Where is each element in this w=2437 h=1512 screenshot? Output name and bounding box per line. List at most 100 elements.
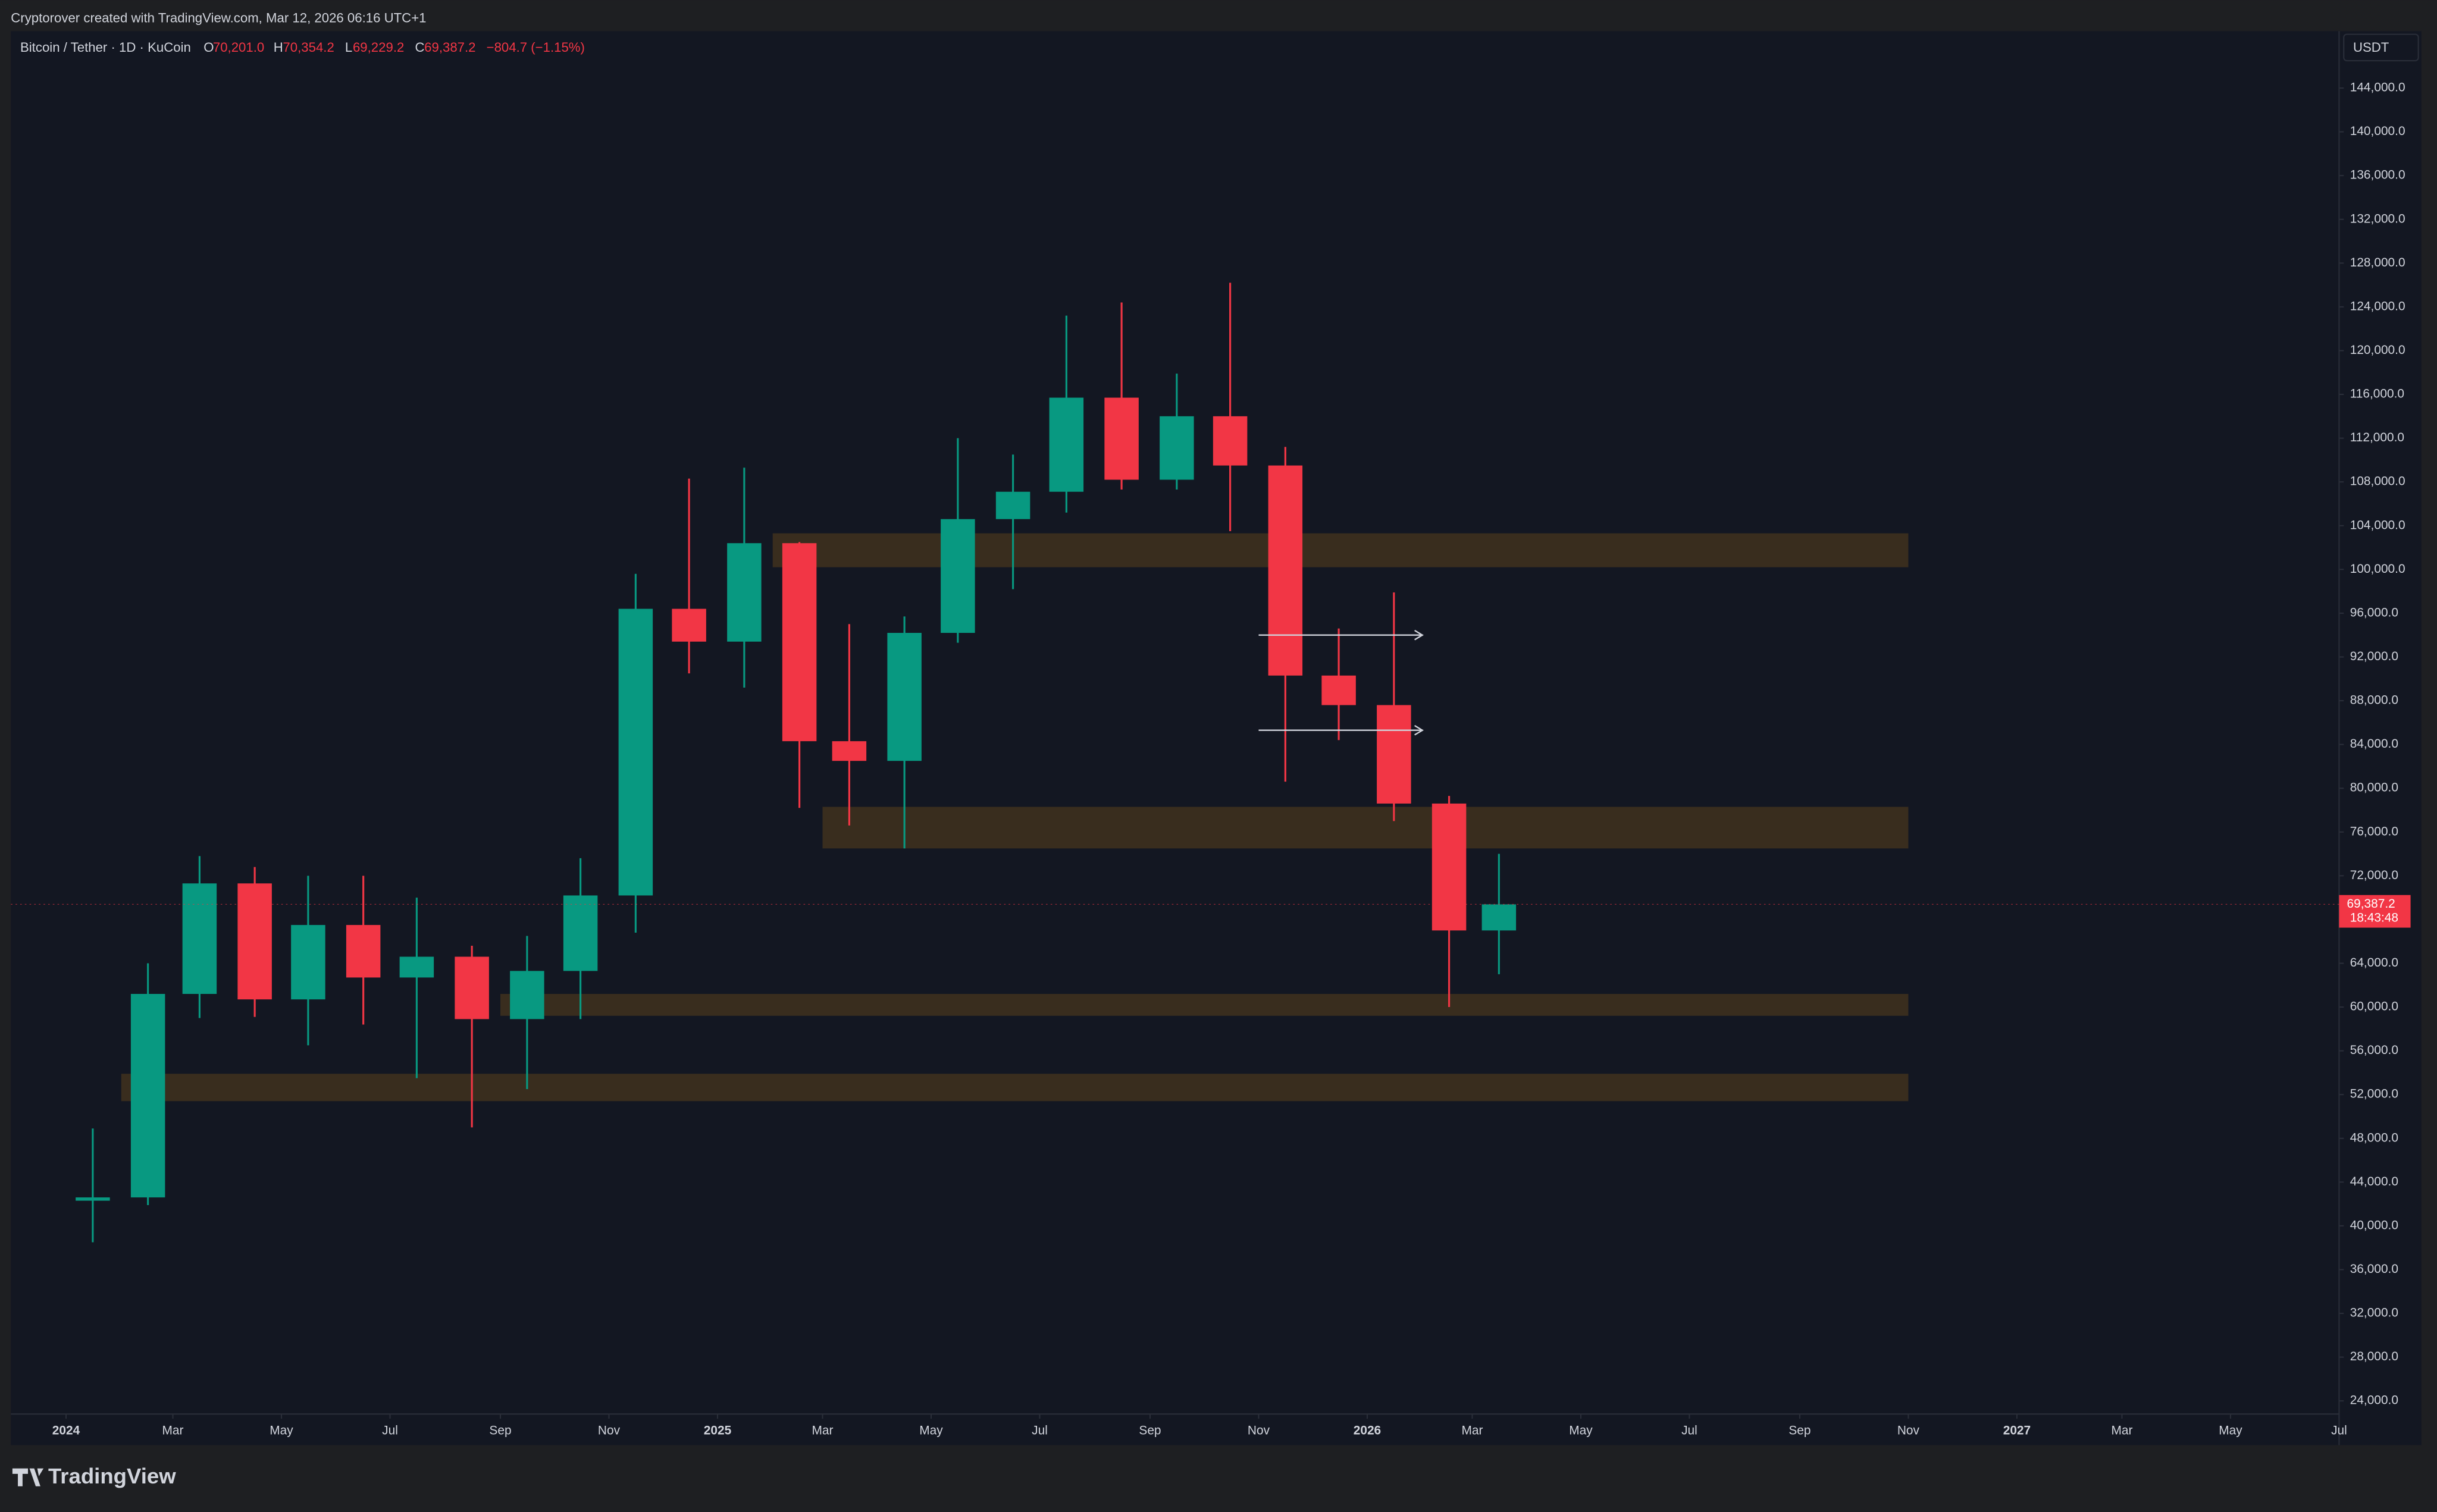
y-tick-label: 40,000.0 bbox=[2350, 1218, 2398, 1232]
candle-body bbox=[832, 741, 867, 761]
low: 69,229.2 bbox=[353, 40, 404, 55]
last-price-box bbox=[2339, 895, 2411, 928]
y-tick-label: 120,000.0 bbox=[2350, 343, 2405, 357]
x-tick-label: 2024 bbox=[52, 1424, 80, 1438]
rays bbox=[1258, 629, 1424, 736]
y-tick-label: 52,000.0 bbox=[2350, 1087, 2398, 1101]
x-tick-label: May bbox=[2219, 1424, 2242, 1438]
y-tick-label: 140,000.0 bbox=[2350, 124, 2405, 138]
candle-body bbox=[399, 956, 434, 978]
time-axis bbox=[11, 1414, 2339, 1445]
credit: Cryptorover created with TradingView.com… bbox=[11, 10, 426, 25]
candle-body bbox=[941, 519, 975, 633]
candle-body bbox=[1104, 397, 1139, 480]
price-axis bbox=[2339, 31, 2422, 1445]
y-tick-label: 48,000.0 bbox=[2350, 1131, 2398, 1144]
y-tick-label: 76,000.0 bbox=[2350, 824, 2398, 838]
candle-body bbox=[887, 633, 922, 761]
x-tick-label: Nov bbox=[598, 1424, 621, 1438]
candle-body bbox=[76, 1197, 110, 1201]
x-tick-label: Sep bbox=[1139, 1424, 1161, 1438]
candle-body bbox=[1377, 705, 1411, 804]
x-tick-label: Nov bbox=[1248, 1424, 1270, 1438]
x-tick-label: 2027 bbox=[2003, 1424, 2031, 1438]
l-key: L bbox=[345, 40, 352, 55]
y-tick-label: 28,000.0 bbox=[2350, 1350, 2398, 1363]
x-tick-label: Mar bbox=[812, 1424, 834, 1438]
x-tick-label: May bbox=[919, 1424, 943, 1438]
y-tick-label: 56,000.0 bbox=[2350, 1043, 2398, 1057]
candle-body bbox=[1431, 803, 1467, 931]
x-tick-label: Sep bbox=[489, 1424, 511, 1438]
candle-body bbox=[455, 956, 489, 1019]
x-tick-label: May bbox=[270, 1424, 293, 1438]
candle-body bbox=[182, 883, 217, 994]
legend: Bitcoin / Tether · 1D · KuCoin O 70,201.… bbox=[20, 40, 585, 55]
candle-body bbox=[727, 543, 762, 642]
candle-body bbox=[995, 491, 1030, 519]
y-tick-label: 124,000.0 bbox=[2350, 299, 2405, 313]
x-tick-label: 2026 bbox=[1354, 1424, 1381, 1438]
zones bbox=[121, 533, 1909, 1102]
last-price: 69,387.2 bbox=[2347, 897, 2395, 911]
y-tick-label: 60,000.0 bbox=[2350, 1000, 2398, 1014]
x-tick-label: 2025 bbox=[704, 1424, 732, 1438]
countdown: 18:43:48 bbox=[2350, 911, 2398, 924]
plot-area bbox=[11, 31, 2339, 1414]
y-tick-label: 64,000.0 bbox=[2350, 956, 2398, 970]
candle-body bbox=[346, 925, 381, 978]
candle-body bbox=[291, 925, 325, 1000]
candle-body bbox=[782, 543, 817, 742]
brand: TradingView bbox=[12, 1464, 176, 1488]
y-tick-label: 128,000.0 bbox=[2350, 256, 2405, 269]
y-tick-label: 92,000.0 bbox=[2350, 650, 2398, 663]
ray bbox=[1258, 629, 1424, 641]
open: 70,201.0 bbox=[213, 40, 264, 55]
x-tick-label: Jul bbox=[1681, 1424, 1697, 1438]
symbol: Bitcoin / Tether · 1D · KuCoin bbox=[20, 40, 191, 55]
candle-body bbox=[672, 608, 706, 642]
x-tick-label: Jul bbox=[382, 1424, 398, 1438]
h-key: H bbox=[274, 40, 283, 55]
y-tick-label: 136,000.0 bbox=[2350, 168, 2405, 182]
y-tick-label: 108,000.0 bbox=[2350, 475, 2405, 488]
y-tick-label: 44,000.0 bbox=[2350, 1175, 2398, 1188]
y-tick-label: 100,000.0 bbox=[2350, 562, 2405, 576]
y-tick-label: 32,000.0 bbox=[2350, 1306, 2398, 1320]
x-tick-label: Mar bbox=[2111, 1424, 2132, 1438]
brand-logo bbox=[12, 1468, 44, 1486]
brand-name: TradingView bbox=[48, 1464, 176, 1488]
y-tick-label: 80,000.0 bbox=[2350, 781, 2398, 795]
support-zone bbox=[500, 993, 1909, 1016]
axes: 24,000.0 28,000.0 32,000.0 36,000.0 40,000.0… bbox=[11, 81, 2411, 1438]
candle-body bbox=[237, 883, 272, 1000]
x-tick-label: Jul bbox=[2331, 1424, 2347, 1438]
currency[interactable]: USDT bbox=[2353, 40, 2389, 55]
support-zone bbox=[822, 807, 1909, 849]
candle-body bbox=[618, 608, 653, 896]
candle-body bbox=[510, 971, 544, 1019]
y-tick-label: 116,000.0 bbox=[2350, 387, 2404, 401]
y-tick-label: 36,000.0 bbox=[2350, 1262, 2398, 1276]
candle-body bbox=[563, 895, 598, 971]
y-tick-label: 84,000.0 bbox=[2350, 737, 2398, 751]
currency-box[interactable] bbox=[2343, 33, 2419, 62]
y-tick-label: 112,000.0 bbox=[2350, 431, 2404, 444]
candle-body bbox=[1321, 675, 1356, 705]
y-tick-label: 132,000.0 bbox=[2350, 212, 2405, 225]
support-zone bbox=[121, 1074, 1909, 1102]
candle-body bbox=[1049, 397, 1084, 492]
x-tick-label: Mar bbox=[162, 1424, 184, 1438]
close: 69,387.2 bbox=[424, 40, 475, 55]
x-tick-label: May bbox=[1569, 1424, 1593, 1438]
x-tick-label: Sep bbox=[1788, 1424, 1810, 1438]
y-tick-label: 104,000.0 bbox=[2350, 518, 2405, 532]
y-tick-label: 144,000.0 bbox=[2350, 81, 2405, 95]
candle-body bbox=[1213, 416, 1248, 466]
c-key: C bbox=[415, 40, 424, 55]
change: −804.7 (−1.15%) bbox=[487, 40, 585, 55]
candle-body bbox=[1160, 416, 1194, 480]
o-key: O bbox=[203, 40, 214, 55]
x-tick-label: Jul bbox=[1032, 1424, 1048, 1438]
y-tick-label: 24,000.0 bbox=[2350, 1394, 2398, 1407]
